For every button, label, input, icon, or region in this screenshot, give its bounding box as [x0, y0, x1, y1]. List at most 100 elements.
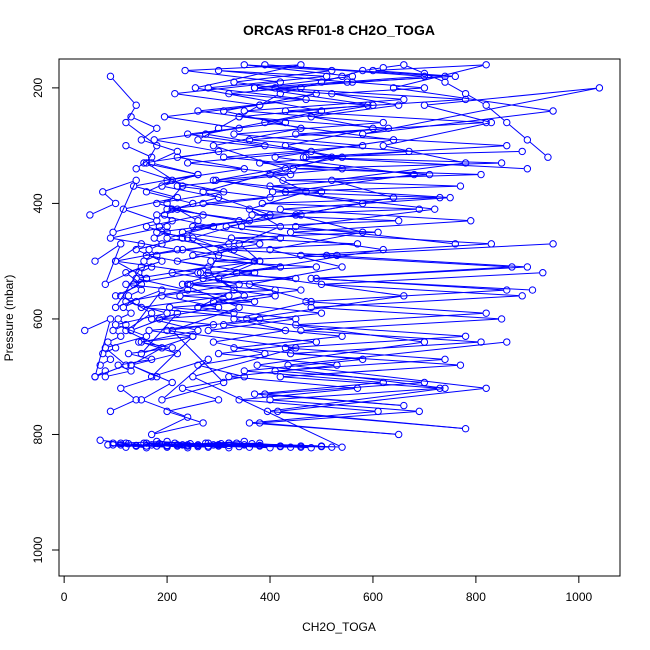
data-point — [256, 419, 264, 427]
series-segment — [247, 99, 401, 112]
series-segment — [146, 256, 154, 261]
data-point — [343, 78, 351, 86]
data-point — [256, 315, 264, 323]
series-segment — [183, 289, 272, 297]
x-tick-label: 0 — [61, 590, 68, 604]
data-point — [261, 141, 269, 150]
series-segment — [144, 330, 195, 342]
series-segment — [219, 180, 360, 204]
series-segment — [185, 232, 257, 244]
data-point — [122, 280, 130, 288]
data-point — [266, 396, 274, 404]
data-point — [106, 315, 115, 323]
series-segment — [314, 307, 499, 320]
series-segment — [144, 383, 170, 399]
data-point — [132, 101, 140, 109]
data-point — [168, 176, 176, 185]
data-point — [400, 61, 408, 69]
series-segment — [180, 249, 231, 261]
series-segment — [125, 309, 129, 312]
data-point — [127, 326, 135, 335]
series-segment — [281, 411, 463, 429]
series-segment — [242, 399, 375, 412]
data-point — [142, 222, 151, 231]
data-point — [186, 280, 194, 288]
data-point — [482, 309, 490, 317]
data-point — [204, 326, 212, 335]
series-segment — [234, 231, 375, 239]
series-9 — [127, 113, 557, 410]
series-segment — [245, 226, 375, 233]
data-point — [271, 292, 279, 300]
series-segment — [164, 361, 206, 398]
data-point — [158, 257, 166, 265]
series-segment — [211, 330, 313, 343]
series-segment — [427, 105, 489, 123]
series-segment — [330, 255, 524, 268]
series-segment — [214, 260, 313, 268]
data-point — [140, 257, 148, 265]
data-point — [178, 245, 187, 254]
series-segment — [263, 445, 329, 448]
series-segment — [165, 382, 221, 400]
data-point — [266, 444, 274, 452]
data-point — [297, 61, 305, 69]
series-segment — [152, 244, 159, 249]
data-point — [132, 441, 140, 450]
data-point — [178, 234, 187, 242]
series-segment — [255, 214, 396, 222]
data-point — [477, 170, 485, 179]
data-point — [482, 384, 490, 392]
data-point — [101, 367, 110, 375]
series-segment — [242, 105, 365, 117]
series-segment — [291, 365, 483, 389]
data-point — [276, 263, 285, 271]
series-segment — [278, 359, 442, 372]
series-segment — [288, 335, 463, 349]
data-point — [297, 251, 305, 260]
series-segment — [427, 87, 596, 106]
data-point — [142, 188, 151, 196]
data-point — [245, 136, 254, 144]
data-point — [209, 176, 218, 185]
series-segment — [131, 291, 139, 295]
data-point — [353, 240, 362, 248]
series-10 — [104, 439, 336, 452]
series-segment — [105, 193, 114, 202]
data-point — [286, 443, 295, 451]
data-point — [389, 84, 398, 92]
series-segment — [95, 322, 111, 374]
data-point — [135, 338, 143, 346]
data-point — [461, 159, 470, 167]
series-segment — [170, 226, 211, 238]
data-point — [178, 228, 187, 236]
data-point — [132, 165, 140, 173]
series-0 — [106, 61, 604, 439]
series-segment — [304, 318, 499, 331]
data-point — [317, 309, 326, 317]
data-point — [219, 378, 228, 387]
data-point — [420, 338, 429, 346]
series-segment — [139, 238, 180, 250]
data-point — [441, 384, 449, 392]
series-segment — [121, 366, 129, 370]
series-segment — [118, 245, 139, 260]
data-point — [168, 344, 176, 352]
series-segment — [136, 285, 139, 289]
series-segment — [268, 64, 442, 77]
series-segment — [263, 411, 416, 424]
data-point — [456, 361, 465, 369]
data-point — [240, 373, 248, 381]
series-segment — [201, 307, 293, 320]
data-point — [96, 361, 104, 369]
data-point — [328, 443, 336, 451]
series-segment — [219, 157, 339, 181]
data-point — [243, 315, 251, 323]
data-point — [194, 136, 202, 144]
data-point — [292, 222, 300, 231]
series-segment — [185, 261, 252, 284]
series-segment — [120, 320, 124, 324]
data-point — [230, 245, 238, 254]
series-segment — [288, 110, 483, 123]
series-segment — [345, 71, 360, 76]
